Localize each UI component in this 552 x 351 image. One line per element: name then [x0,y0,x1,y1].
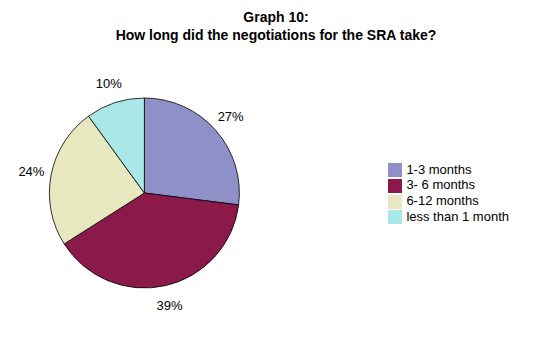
html-text:less than 1 month: less than 1 month [406,208,509,224]
svg-text:39%: 39% [156,298,182,313]
svg-text:10%: 10% [96,76,122,91]
html-text:How long did the negotiations: How long did the negotiations for the SR… [115,27,437,43]
svg-text:24%: 24% [18,164,44,179]
html-text:Graph 10:: Graph 10: [243,9,309,25]
svg-text:27%: 27% [218,109,244,124]
html-text:1-3 months: 1-3 months [406,161,472,177]
html-text:6-12 months: 6-12 months [406,193,479,208]
html-text:3- 6 months: 3- 6 months [406,177,475,193]
